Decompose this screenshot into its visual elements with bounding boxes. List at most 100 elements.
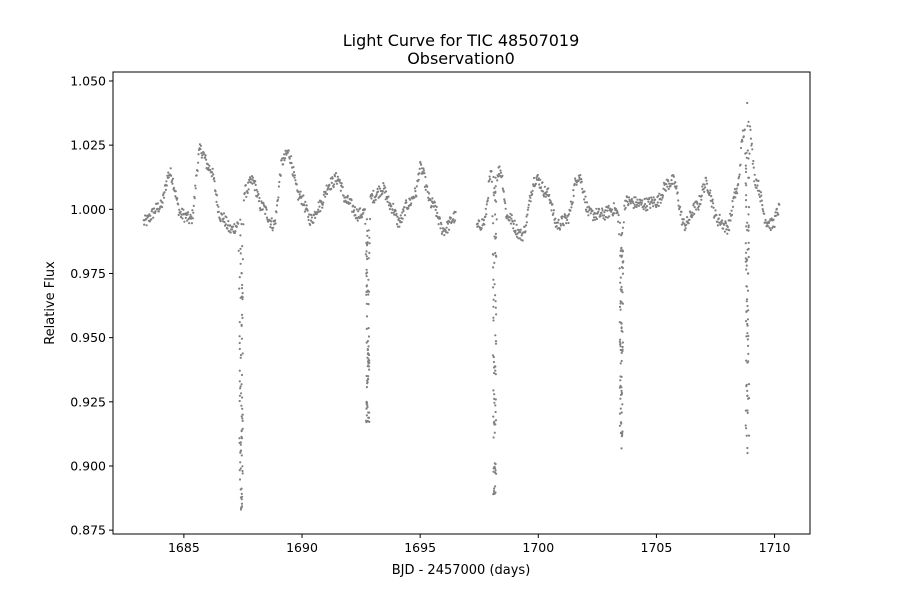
flux-point <box>272 226 275 229</box>
flux-point <box>628 198 631 201</box>
flux-point <box>587 214 590 217</box>
flux-point <box>710 205 713 208</box>
flux-point <box>353 206 356 209</box>
flux-point <box>501 187 504 190</box>
flux-point <box>695 208 698 211</box>
flux-point <box>494 306 497 309</box>
eclipse-point <box>239 252 242 255</box>
flux-point <box>303 210 306 213</box>
eclipse-point <box>621 261 625 264</box>
flux-point <box>492 360 495 364</box>
flux-point <box>302 194 305 197</box>
flux-point <box>317 208 320 211</box>
flux-point <box>634 196 637 199</box>
flux-point <box>452 212 455 215</box>
flux-point <box>675 187 678 190</box>
flux-point <box>277 196 280 199</box>
flux-point <box>240 373 244 377</box>
flux-point <box>443 234 446 237</box>
x-axis-label: BJD - 2457000 (days) <box>392 563 531 578</box>
eclipse-point <box>620 422 623 425</box>
flux-point <box>436 211 439 214</box>
flux-point <box>319 210 322 213</box>
flux-point <box>742 135 745 138</box>
eclipse-point <box>620 411 623 414</box>
eclipse-point <box>494 340 498 343</box>
flux-point <box>357 210 360 213</box>
flux-point <box>484 215 487 218</box>
eclipse-point <box>745 184 748 187</box>
eclipse-point <box>621 348 624 351</box>
flux-point <box>691 211 694 214</box>
flux-point <box>176 197 179 200</box>
flux-point <box>192 211 195 214</box>
flux-point <box>527 203 530 206</box>
flux-point <box>440 232 443 235</box>
eclipse-point <box>241 407 244 410</box>
eclipse-point <box>745 194 748 197</box>
eclipse-point <box>367 365 371 368</box>
eclipse-point <box>746 149 749 152</box>
flux-point <box>183 220 186 223</box>
flux-point <box>367 375 370 378</box>
flux-point <box>767 225 770 228</box>
flux-point <box>700 194 703 197</box>
flux-point <box>277 185 280 188</box>
flux-point <box>306 209 309 212</box>
eclipse-point <box>744 424 747 427</box>
eclipse-point <box>621 330 624 333</box>
flux-point <box>410 202 413 205</box>
flux-point <box>369 217 372 221</box>
flux-point <box>376 187 379 190</box>
flux-point <box>242 199 245 202</box>
flux-point <box>697 205 701 208</box>
flux-point <box>430 204 433 208</box>
flux-point <box>154 211 157 215</box>
eclipse-point <box>238 276 241 279</box>
flux-point <box>635 205 638 209</box>
flux-point <box>572 194 575 197</box>
flux-point <box>488 175 491 178</box>
flux-point <box>405 201 408 204</box>
eclipse-point <box>621 272 625 275</box>
eclipse-point <box>239 234 242 237</box>
flux-point <box>487 196 490 200</box>
flux-point <box>629 202 633 205</box>
flux-point <box>191 217 194 220</box>
flux-point <box>755 186 758 189</box>
flux-point <box>413 187 417 190</box>
flux-point <box>280 159 283 162</box>
eclipse-point <box>744 199 748 202</box>
eclipse-point <box>367 345 370 348</box>
flux-point <box>498 172 501 176</box>
flux-point <box>377 185 381 188</box>
flux-point <box>657 194 660 197</box>
flux-point <box>649 206 652 209</box>
data-points <box>142 101 781 511</box>
flux-point <box>171 179 174 182</box>
flux-point <box>219 220 222 223</box>
flux-point <box>222 217 225 220</box>
eclipse-point <box>747 213 750 216</box>
flux-point <box>258 196 261 200</box>
eclipse-point <box>239 451 242 454</box>
flux-point <box>275 204 279 207</box>
flux-point <box>584 208 588 211</box>
flux-point <box>604 209 607 212</box>
flux-point <box>571 201 574 204</box>
flux-point <box>367 327 370 330</box>
flux-point <box>633 203 636 206</box>
flux-point <box>398 225 401 228</box>
eclipse-point <box>239 385 242 388</box>
flux-point <box>667 180 670 183</box>
flux-point <box>446 231 449 234</box>
flux-point <box>246 191 249 195</box>
flux-point <box>728 229 731 232</box>
eclipse-point <box>621 345 624 349</box>
flux-point <box>496 179 499 182</box>
eclipse-point <box>619 379 622 382</box>
flux-point <box>772 218 775 221</box>
eclipse-point <box>745 258 749 261</box>
flux-point <box>640 203 643 206</box>
flux-point <box>674 181 677 184</box>
